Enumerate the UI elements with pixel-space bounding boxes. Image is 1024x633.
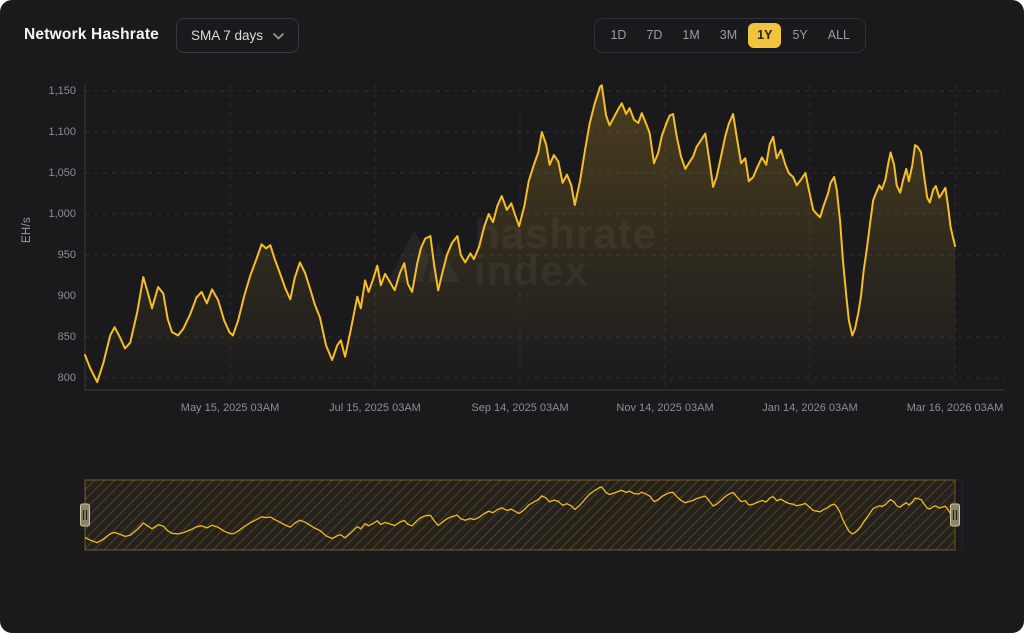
y-tick-label-1000: 1,000 — [48, 208, 76, 220]
brush-selection[interactable] — [84, 479, 956, 551]
x-tick-label-1: Jul 15, 2025 03AM — [329, 402, 421, 414]
y-tick-label-800: 800 — [57, 372, 76, 384]
range-button-5y[interactable]: 5Y — [783, 23, 816, 48]
y-tick-label-1150: 1,150 — [48, 85, 76, 97]
range-button-7d[interactable]: 7D — [637, 23, 671, 48]
x-tick-label-4: Jan 14, 2026 03AM — [762, 402, 858, 414]
range-button-all[interactable]: ALL — [819, 23, 859, 48]
x-tick-label-2: Sep 14, 2025 03AM — [471, 402, 569, 414]
header: Network Hashrate SMA 7 days 1D 7D 1M 3M 1Y 5Y… — [0, 0, 1024, 56]
x-tick-label-5: Mar 16, 2026 03AM — [906, 402, 1004, 414]
brush-handle-left[interactable] — [80, 503, 90, 527]
y-tick-label-900: 900 — [57, 290, 76, 302]
brush-handle-left-grip[interactable] — [80, 503, 90, 527]
y-tick-label-850: 850 — [57, 331, 76, 343]
x-tick-label-3: Nov 14, 2025 03AM — [616, 402, 714, 414]
sma-dropdown-value: SMA 7 days — [191, 28, 264, 43]
y-tick-label-950: 950 — [57, 249, 76, 261]
hashrate-line[interactable] — [84, 84, 956, 384]
y-tick-label-1050: 1,050 — [48, 167, 76, 179]
sma-dropdown[interactable]: SMA 7 days — [176, 18, 300, 53]
x-tick-label-0: May 15, 2025 03AM — [180, 402, 280, 414]
range-button-1y[interactable]: 1Y — [748, 23, 782, 48]
y-axis-title: EH/s — [21, 216, 34, 244]
range-button-1m[interactable]: 1M — [673, 23, 708, 48]
y-tick-label-1100: 1,100 — [48, 126, 76, 138]
range-button-3m[interactable]: 3M — [711, 23, 746, 48]
hashrate-area-fill — [85, 85, 955, 391]
range-selector: 1D 7D 1M 3M 1Y 5Y ALL — [594, 18, 866, 53]
brush-minimap — [80, 479, 963, 551]
chevron-down-icon — [273, 32, 284, 39]
brush-hashrate-line — [84, 486, 956, 544]
range-button-1d[interactable]: 1D — [601, 23, 635, 48]
brush-handle-right-grip[interactable] — [950, 503, 960, 527]
page-title: Network Hashrate — [24, 26, 159, 43]
brush-handle-right[interactable] — [950, 503, 960, 527]
